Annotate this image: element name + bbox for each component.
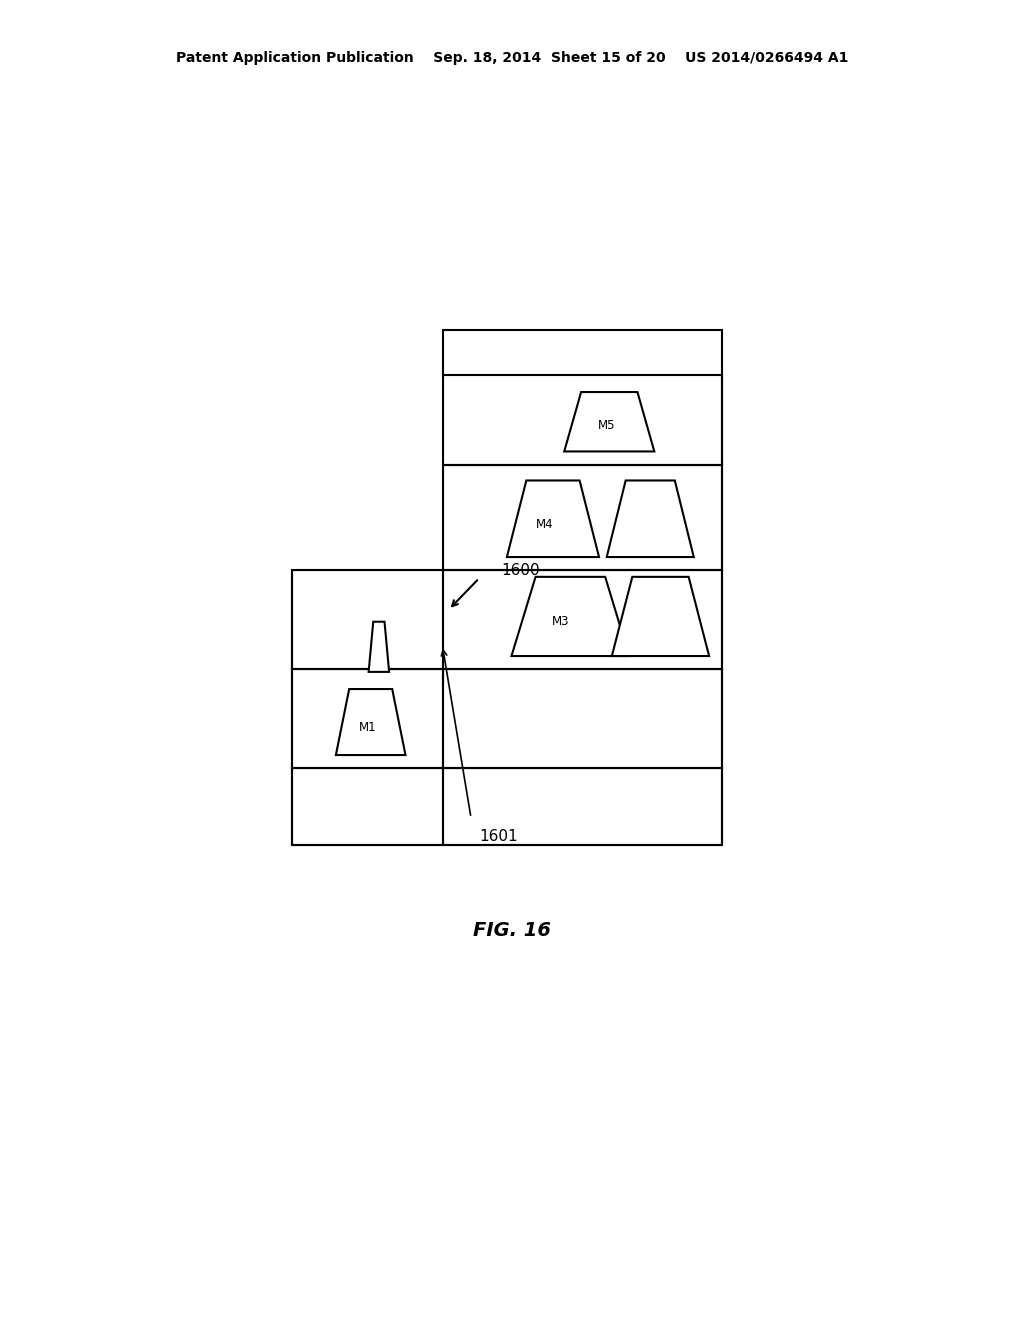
Bar <box>292 570 722 669</box>
Text: M5: M5 <box>597 420 615 433</box>
Polygon shape <box>336 689 406 755</box>
Bar <box>443 465 722 570</box>
Polygon shape <box>507 480 599 557</box>
Bar <box>443 375 722 465</box>
Bar <box>292 330 443 570</box>
Text: FIG. 16: FIG. 16 <box>473 921 551 940</box>
Text: 1600: 1600 <box>502 562 541 578</box>
Text: M1: M1 <box>358 721 377 734</box>
Polygon shape <box>564 392 654 451</box>
Polygon shape <box>512 577 629 656</box>
Text: 1601: 1601 <box>479 829 518 843</box>
Text: M4: M4 <box>536 517 554 531</box>
Polygon shape <box>612 577 709 656</box>
Polygon shape <box>369 622 389 672</box>
Bar <box>292 669 722 768</box>
Bar <box>292 570 443 845</box>
Bar <box>292 768 722 845</box>
Text: M3: M3 <box>551 615 569 628</box>
Polygon shape <box>606 480 694 557</box>
Text: Patent Application Publication    Sep. 18, 2014  Sheet 15 of 20    US 2014/02664: Patent Application Publication Sep. 18, … <box>176 51 848 65</box>
Bar <box>443 330 722 845</box>
